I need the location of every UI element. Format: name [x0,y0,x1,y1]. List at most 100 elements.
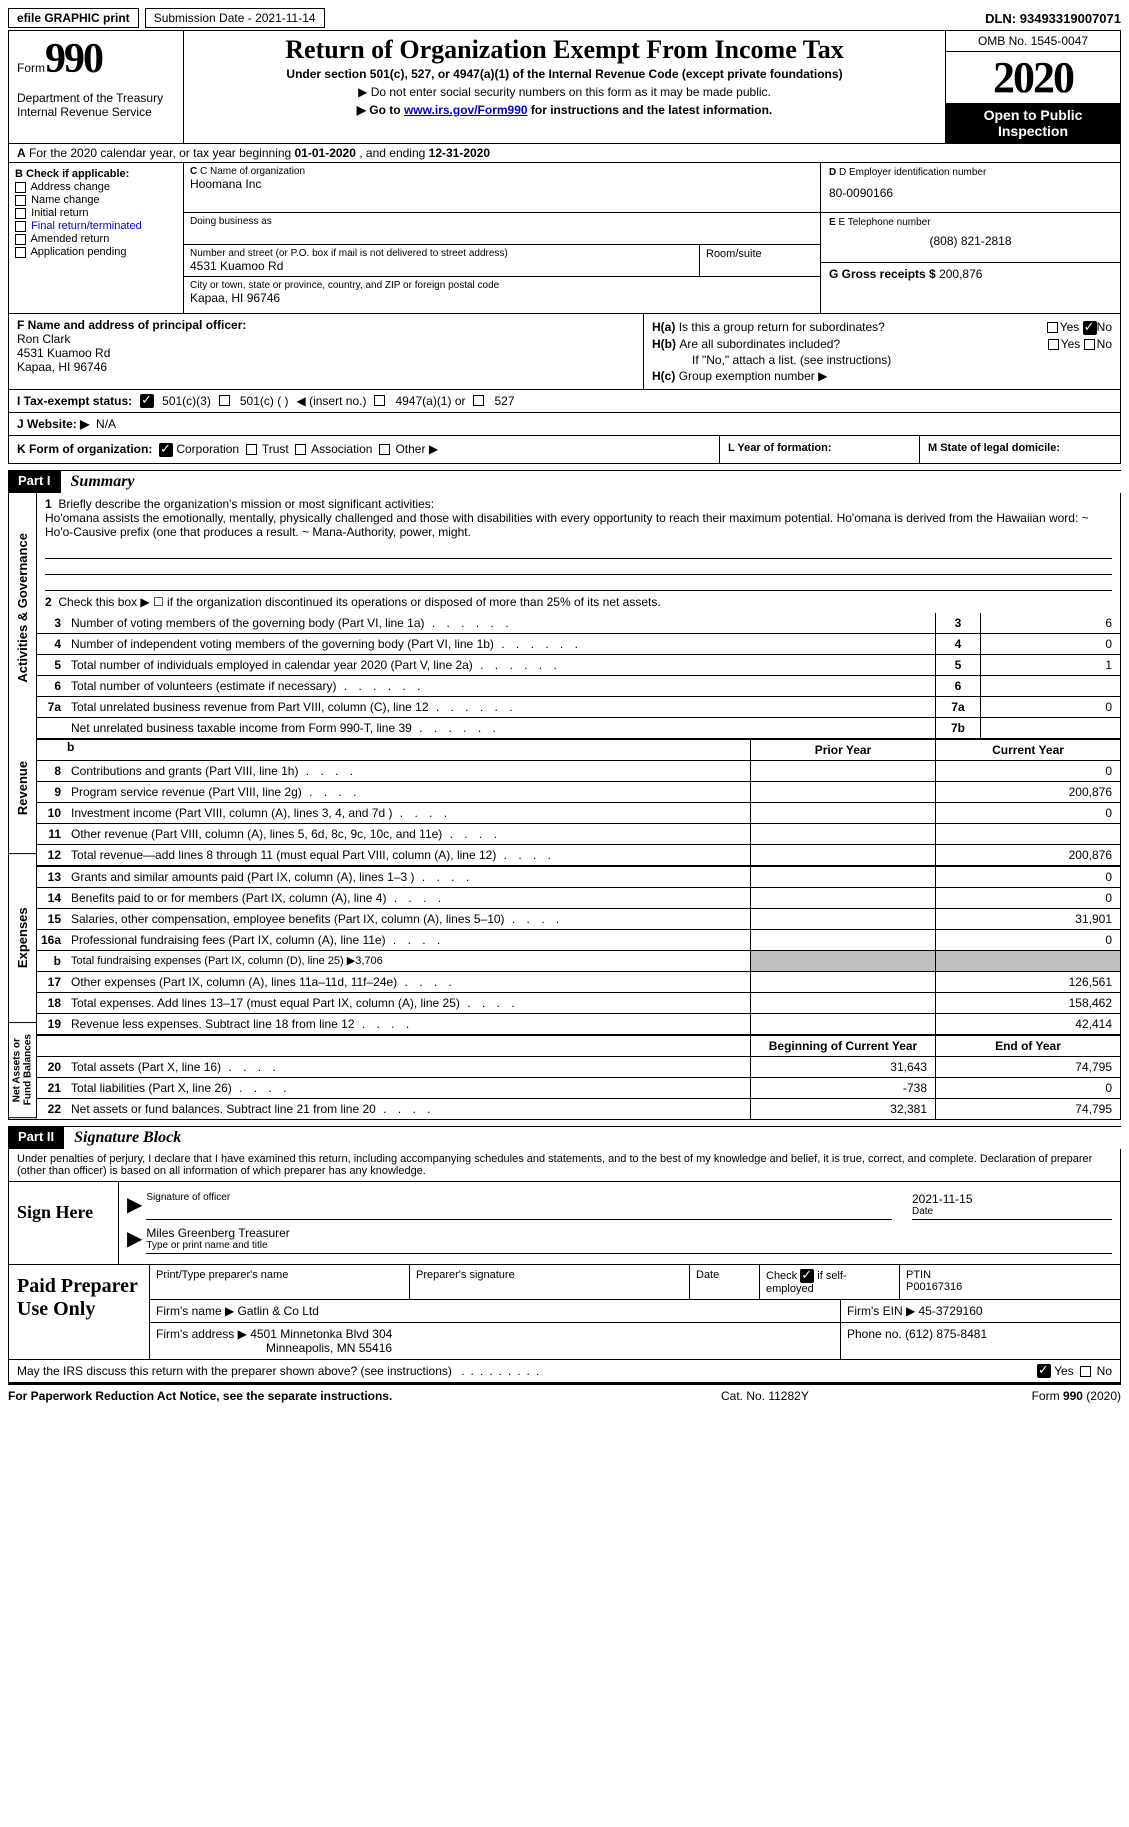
ssn-note: ▶ Do not enter social security numbers o… [194,85,935,99]
chk-address-change[interactable]: Address change [15,181,177,193]
chk-final-return[interactable]: Final return/terminated [15,220,177,232]
subdate-label: Submission Date - [154,11,255,25]
city-state-zip: Kapaa, HI 96746 [190,291,814,305]
header-right: OMB No. 1545-0047 2020 Open to Public In… [945,31,1120,143]
form-number: 990 [45,36,102,82]
arrow-icon: ▶ [127,1226,142,1254]
chk-other[interactable] [379,444,390,455]
form-of-org-box: K Form of organization: Corporation Trus… [9,436,720,463]
dln: DLN: 93493319007071 [985,11,1121,26]
open-public-label: Open to Public Inspection [946,103,1120,143]
expenses-section: 13Grants and similar amounts paid (Part … [37,866,1120,1035]
department-label: Department of the TreasuryInternal Reven… [17,91,175,119]
governance-label: Activities & Governance [9,493,37,723]
revenue-label: Revenue [9,722,37,854]
data-row: 3Number of voting members of the governi… [37,613,1120,633]
chk-4947[interactable] [374,395,385,406]
chk-app-pending[interactable]: Application pending [15,246,177,258]
chk-trust[interactable] [246,444,257,455]
data-row: 8Contributions and grants (Part VIII, li… [37,760,1120,781]
discuss-yes-chk[interactable] [1037,1364,1051,1378]
part2-title: Signature Block [64,1126,1121,1149]
dba-box: Doing business as [184,213,820,245]
data-row: bTotal fundraising expenses (Part IX, co… [37,950,1120,971]
part1-header: Part I Summary [8,470,1121,493]
chk-501c3[interactable] [140,394,154,408]
principal-officer-box: F Name and address of principal officer:… [9,314,644,389]
year-formation-box: L Year of formation: [720,436,920,463]
group-return-box: H(a) Is this a group return for subordin… [644,314,1120,389]
revenue-section: bPrior YearCurrent Year 8Contributions a… [37,739,1120,866]
ha-no-chk[interactable] [1083,321,1097,335]
tax-exempt-status-row: I Tax-exempt status: 501(c)(3) 501(c) ( … [8,390,1121,413]
header-center: Return of Organization Exempt From Incom… [184,31,945,143]
header-left: Form990 Department of the TreasuryIntern… [9,31,184,143]
mission-text: Ho'omana assists the emotionally, mental… [45,511,1089,539]
part1-body: Activities & Governance Revenue Expenses… [8,493,1121,1120]
irs-link[interactable]: www.irs.gov/Form990 [404,103,528,117]
chk-501c[interactable] [219,395,230,406]
data-row: 22Net assets or fund balances. Subtract … [37,1098,1120,1119]
prep-name-label: Print/Type preparer's name [149,1265,409,1299]
submission-date-button[interactable]: Submission Date - 2021-11-14 [145,8,325,28]
data-row: 19Revenue less expenses. Subtract line 1… [37,1013,1120,1034]
top-bar: efile GRAPHIC print Submission Date - 20… [8,8,1121,28]
street-address-box: Number and street (or P.O. box if mail i… [184,245,700,276]
begin-year-hdr: Beginning of Current Year [750,1036,935,1056]
data-row: 15Salaries, other compensation, employee… [37,908,1120,929]
chk-self-employed[interactable] [800,1269,814,1283]
chk-association[interactable] [295,444,306,455]
column-c-org-info: C C Name of organization Hoomana Inc Doi… [184,163,820,313]
chk-name-change[interactable]: Name change [15,194,177,206]
info-grid: B Check if applicable: Address change Na… [8,163,1121,314]
part2-header: Part II Signature Block [8,1126,1121,1149]
officer-signature-field[interactable]: Signature of officer [146,1192,892,1220]
gross-receipts-box: G Gross receipts $ 200,876 [821,263,1120,313]
hb-no-chk[interactable] [1084,339,1095,350]
form-subtitle: Under section 501(c), 527, or 4947(a)(1)… [194,67,935,81]
phone-box: E E Telephone number (808) 821-2818 [821,213,1120,263]
signature-block: Under penalties of perjury, I declare th… [8,1149,1121,1384]
part1-num: Part I [8,470,61,493]
fgh-row: F Name and address of principal officer:… [8,314,1121,390]
data-row: 21Total liabilities (Part X, line 26) . … [37,1077,1120,1098]
org-name: Hoomana Inc [190,177,814,191]
chk-amended[interactable]: Amended return [15,233,177,245]
website-value: N/A [96,417,116,431]
data-row: 18Total expenses. Add lines 13–17 (must … [37,992,1120,1013]
prep-sig-label: Preparer's signature [409,1265,689,1299]
street-address: 4531 Kuamoo Rd [190,259,693,273]
form-header: Form990 Department of the TreasuryIntern… [8,30,1121,144]
subdate-value: 2021-11-14 [255,11,316,25]
data-row: 14Benefits paid to or for members (Part … [37,887,1120,908]
room-suite-box: Room/suite [700,245,820,276]
ha-yes-chk[interactable] [1047,322,1058,333]
tax-year: 2020 [946,52,1120,103]
data-row: 7aTotal unrelated business revenue from … [37,696,1120,717]
hb-yes-chk[interactable] [1048,339,1059,350]
chk-initial-return[interactable]: Initial return [15,207,177,219]
data-row: 11Other revenue (Part VIII, column (A), … [37,823,1120,844]
data-row: 9Program service revenue (Part VIII, lin… [37,781,1120,802]
officer-name: Ron Clark [17,332,635,346]
firm-phone-box: Phone no. (612) 875-8481 [840,1323,1120,1359]
hb-note: If "No," attach a list. (see instruction… [692,353,1112,367]
prep-ptin-box: PTINP00167316 [899,1265,1120,1299]
netassets-section: Beginning of Current YearEnd of Year 20T… [37,1035,1120,1119]
column-d-info: D D Employer identification number 80-00… [820,163,1120,313]
chk-527[interactable] [473,395,484,406]
state-domicile-box: M State of legal domicile: [920,436,1120,463]
col-b-header: B Check if applicable: [15,168,129,180]
governance-section: 1 Briefly describe the organization's mi… [37,493,1120,739]
curr-year-hdr: Current Year [935,740,1120,760]
end-year-hdr: End of Year [935,1036,1120,1056]
efile-print-button[interactable]: efile GRAPHIC print [8,8,139,28]
chk-corporation[interactable] [159,443,173,457]
klm-row: K Form of organization: Corporation Trus… [8,436,1121,464]
firm-addr-box: Firm's address ▶ 4501 Minnetonka Blvd 30… [149,1323,840,1359]
data-row: 6Total number of volunteers (estimate if… [37,675,1120,696]
sign-here-label: Sign Here [9,1182,119,1264]
discuss-no-chk[interactable] [1080,1366,1091,1377]
omb-number: OMB No. 1545-0047 [946,31,1120,52]
firm-ein-box: Firm's EIN ▶ 45-3729160 [840,1300,1120,1322]
